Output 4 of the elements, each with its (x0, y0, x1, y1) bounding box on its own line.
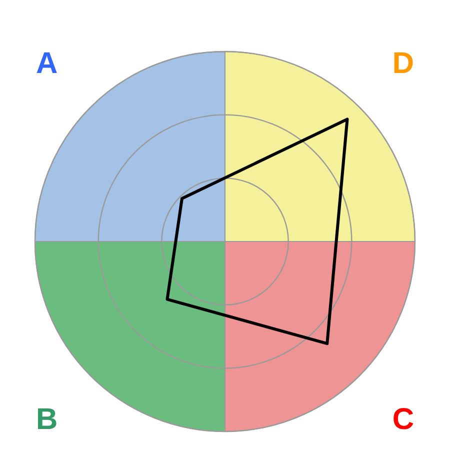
spoke-label: D (392, 46, 414, 80)
spoke-label: B (36, 403, 58, 436)
spoke-label: A (36, 46, 58, 80)
spoke-label: C (392, 403, 414, 436)
